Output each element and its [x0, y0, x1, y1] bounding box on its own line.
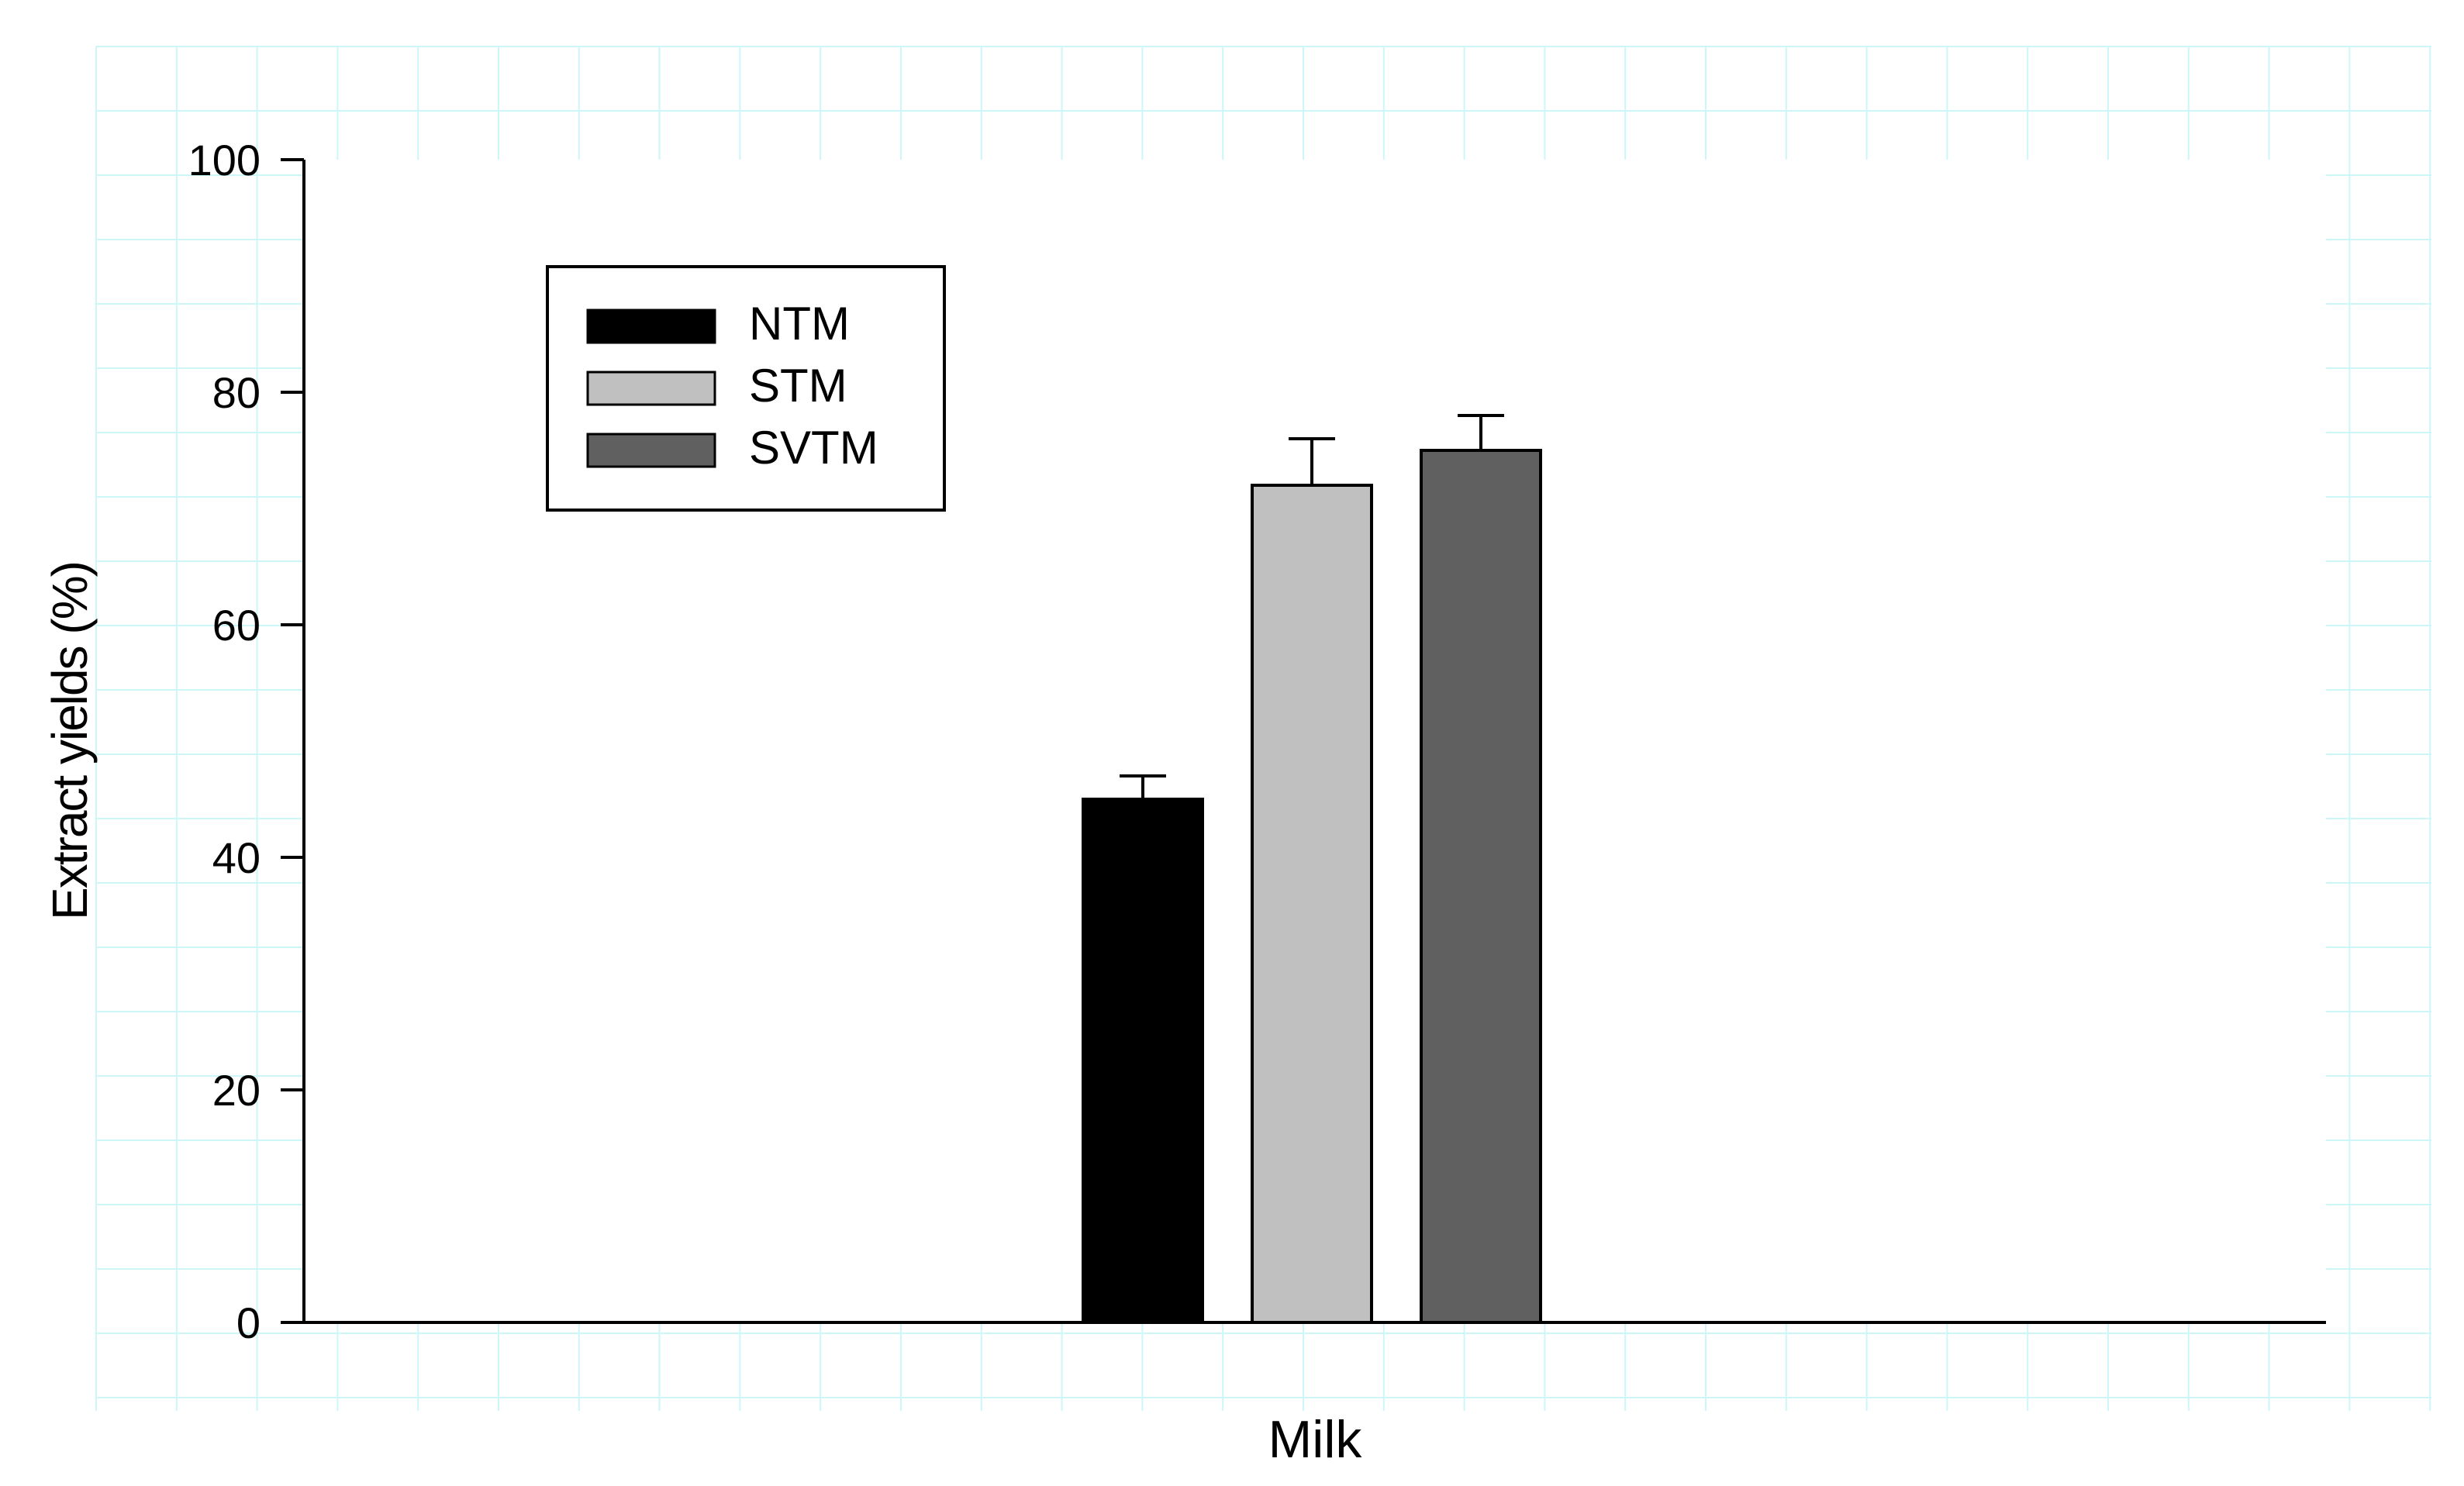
bar-stm [1251, 484, 1373, 1324]
y-axis-label: Extract yields (%) [42, 562, 98, 920]
y-tick-label: 100 [188, 136, 261, 184]
legend-swatch-ntm [586, 309, 716, 344]
legend-label-svtm: SVTM [749, 422, 878, 474]
plot-area: 0 20 40 60 80 100 Milk Extract yields (%) [42, 136, 2326, 1469]
legend: NTM STM SVTM [546, 265, 946, 512]
legend-swatch-svtm [586, 433, 716, 468]
legend-label-stm: STM [749, 360, 847, 412]
x-axis-label: Milk [1268, 1410, 1363, 1469]
y-tick-label: 20 [212, 1066, 261, 1115]
y-tick-label: 40 [212, 833, 261, 882]
legend-label-ntm: NTM [749, 298, 850, 350]
bar-ntm [1082, 798, 1204, 1324]
legend-swatch-stm [586, 371, 716, 406]
y-tick-label: 80 [212, 368, 261, 417]
y-tick-label: 60 [212, 601, 261, 650]
y-tick-label: 0 [236, 1298, 261, 1347]
bar-svtm [1420, 449, 1542, 1324]
